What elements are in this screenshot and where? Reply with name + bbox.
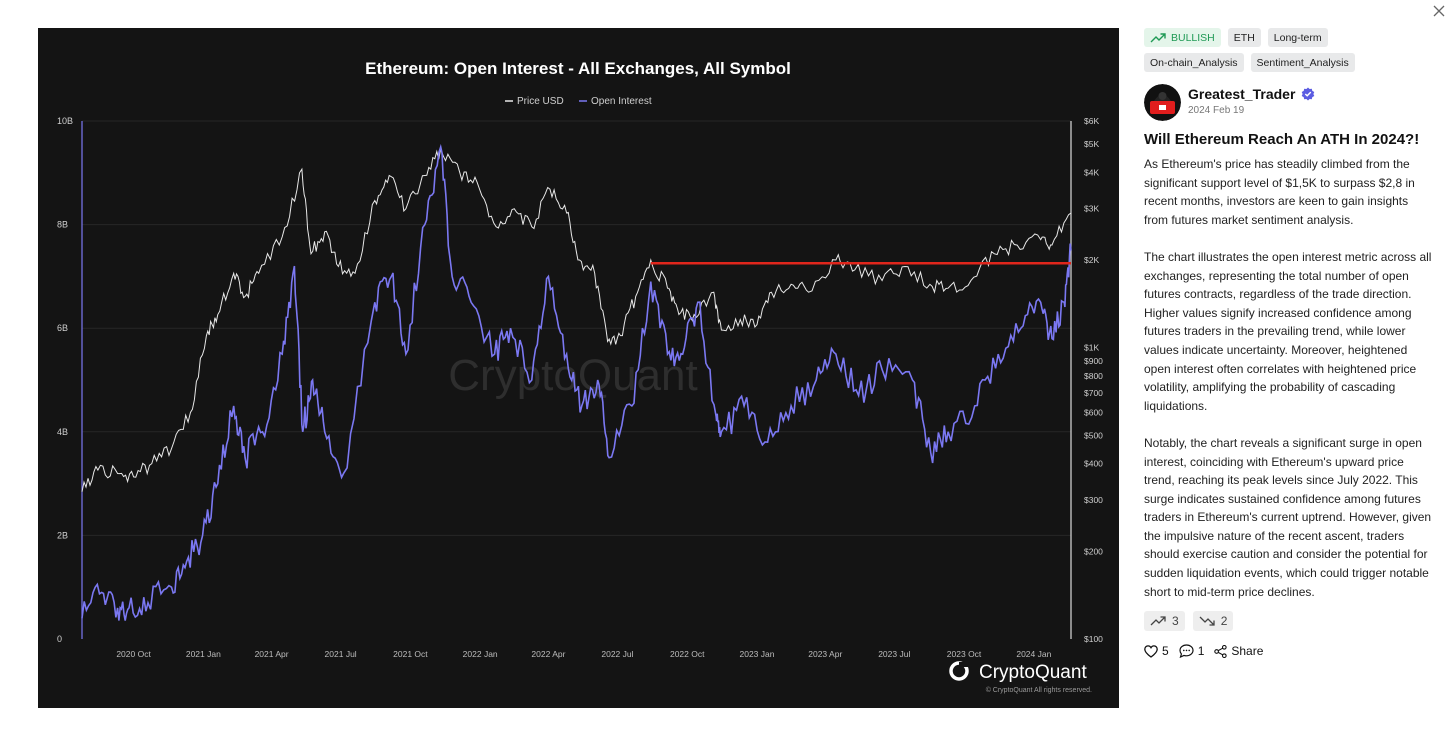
chart-panel: Ethereum: Open Interest - All Exchanges,… <box>38 28 1119 708</box>
brand-logo: CryptoQuant <box>949 661 1087 683</box>
tag-eth[interactable]: ETH <box>1227 28 1261 47</box>
post-sidebar: BULLISH ETH Long-term On-chain_Analysis … <box>1144 28 1434 659</box>
right-tick-label: $4K <box>1084 167 1099 177</box>
author-block: Greatest_Trader 2024 Feb 19 <box>1144 84 1434 121</box>
tag-on-chain-analysis[interactable]: On-chain_Analysis <box>1144 53 1244 72</box>
grid-lines <box>82 120 1071 536</box>
downvote-count: 2 <box>1220 614 1228 629</box>
left-tick-label: 0 <box>57 634 62 644</box>
right-tick-label: $700 <box>1084 388 1103 398</box>
x-tick-label: 2020 Oct <box>116 649 151 659</box>
copyright: © CryptoQuant All rights reserved. <box>986 686 1092 694</box>
x-tick-label: 2022 Oct <box>670 649 705 659</box>
post-actions: 5 1 Share <box>1144 644 1434 659</box>
right-tick-label: $1K <box>1084 343 1099 353</box>
post-paragraph: As Ethereum's price has steadily climbed… <box>1144 157 1415 227</box>
right-tick-label: $6K <box>1084 116 1099 126</box>
chart-legend: Price USD Open Interest <box>505 96 652 107</box>
post-paragraph: Notably, the chart reveals a significant… <box>1144 435 1432 599</box>
right-tick-label: $400 <box>1084 459 1103 469</box>
x-tick-label: 2024 Jan <box>1016 649 1051 659</box>
avatar-image <box>1144 84 1181 121</box>
right-tick-label: $900 <box>1084 356 1103 366</box>
open-interest-chart: Ethereum: Open Interest - All Exchanges,… <box>57 59 1103 694</box>
x-tick-label: 2022 Apr <box>531 649 565 659</box>
right-tick-label: $2K <box>1084 255 1099 265</box>
share-icon <box>1214 644 1228 658</box>
right-tick-label: $100 <box>1084 634 1103 644</box>
tag-label: ETH <box>1233 31 1255 44</box>
right-tick-label: $800 <box>1084 371 1103 381</box>
left-tick-label: 2B <box>57 530 68 540</box>
right-tick-label: $500 <box>1084 430 1103 440</box>
right-tick-label: $5K <box>1084 139 1099 149</box>
x-tick-label: 2023 Apr <box>808 649 842 659</box>
left-tick-label: 8B <box>57 220 68 230</box>
x-axis-ticks: 2020 Oct 2021 Jan 2021 Apr 2021 Jul 2021 Oct… <box>116 649 1051 659</box>
right-tick-label: $3K <box>1084 204 1099 214</box>
verified-badge-icon <box>1302 87 1315 101</box>
share-button[interactable]: Share <box>1214 644 1263 658</box>
author-name-link[interactable]: Greatest_Trader <box>1188 86 1315 102</box>
price-usd-line <box>81 147 1072 492</box>
tag-label: Long-term <box>1273 31 1322 44</box>
right-tick-label: $300 <box>1084 495 1103 505</box>
x-tick-label: 2021 Jan <box>186 649 221 659</box>
close-icon <box>1433 5 1445 17</box>
downvote-button[interactable]: 2 <box>1192 611 1234 632</box>
right-axis-ticks: $100 $200 $300 $400 $500 $600 $700 $800 $900 $1K $… <box>1084 116 1103 644</box>
avatar[interactable] <box>1144 84 1181 121</box>
tag-label: BULLISH <box>1171 31 1215 44</box>
author-name: Greatest_Trader <box>1188 86 1296 102</box>
left-tick-label: 6B <box>57 323 68 333</box>
upvote-button[interactable]: 3 <box>1144 611 1185 632</box>
legend-price: Price USD <box>517 96 564 107</box>
x-tick-label: 2021 Oct <box>393 649 428 659</box>
tag-label: Sentiment_Analysis <box>1256 56 1349 69</box>
open-interest-line <box>81 143 1072 621</box>
tag-label: On-chain_Analysis <box>1150 56 1238 69</box>
vote-bar: 3 2 <box>1144 611 1434 632</box>
close-button[interactable] <box>1430 2 1448 20</box>
post-title: Will Ethereum Reach An ATH In 2024?! <box>1144 131 1420 148</box>
x-tick-label: 2023 Jan <box>740 649 775 659</box>
like-button[interactable]: 5 <box>1144 644 1169 658</box>
tag-list: BULLISH ETH Long-term On-chain_Analysis … <box>1144 28 1384 72</box>
brand-name: CryptoQuant <box>979 662 1087 683</box>
x-tick-label: 2021 Apr <box>255 649 289 659</box>
legend-open-interest: Open Interest <box>591 96 652 107</box>
share-label: Share <box>1231 644 1264 659</box>
comment-icon <box>1179 644 1194 659</box>
right-tick-label: $200 <box>1084 546 1103 556</box>
like-count: 5 <box>1162 644 1169 659</box>
tag-sentiment-analysis[interactable]: Sentiment_Analysis <box>1250 53 1355 72</box>
upvote-count: 3 <box>1172 614 1179 629</box>
left-tick-label: 4B <box>57 427 68 437</box>
chart-title: Ethereum: Open Interest - All Exchanges,… <box>365 59 791 78</box>
trending-up-icon <box>1150 32 1166 42</box>
heart-icon <box>1144 644 1158 658</box>
tag-bullish[interactable]: BULLISH <box>1144 28 1221 47</box>
x-tick-label: 2023 Oct <box>947 649 982 659</box>
tag-long-term[interactable]: Long-term <box>1267 28 1328 47</box>
post-body: As Ethereum's price has steadily climbed… <box>1144 155 1434 601</box>
trending-up-icon <box>1150 616 1166 626</box>
x-tick-label: 2021 Jul <box>325 649 357 659</box>
post-date: 2024 Feb 19 <box>1188 105 1245 116</box>
left-axis-ticks: 0 2B 4B 6B 8B 10B <box>57 116 73 644</box>
x-tick-label: 2022 Jul <box>601 649 633 659</box>
left-tick-label: 10B <box>57 116 73 126</box>
comment-count: 1 <box>1197 644 1205 659</box>
comment-button[interactable]: 1 <box>1179 644 1205 659</box>
x-tick-label: 2022 Jan <box>463 649 498 659</box>
x-tick-label: 2023 Jul <box>878 649 910 659</box>
trending-down-icon <box>1199 616 1215 626</box>
right-tick-label: $600 <box>1084 407 1103 417</box>
post-paragraph: The chart illustrates the open interest … <box>1144 249 1432 413</box>
